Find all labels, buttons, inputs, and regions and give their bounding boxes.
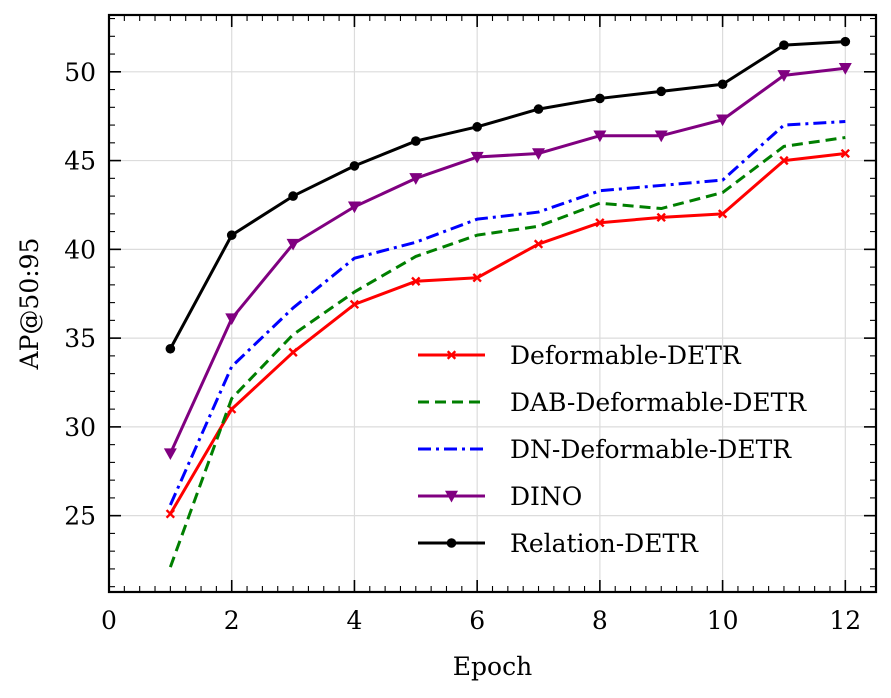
data-point-x-stroke (717, 209, 728, 219)
series-lines (163, 36, 852, 568)
data-point-triangle (445, 490, 458, 503)
data-point-x-stroke (472, 273, 482, 283)
data-point-x-stroke (533, 239, 544, 249)
data-point-x (349, 299, 360, 310)
data-point-circle (165, 343, 176, 354)
data-point-x (472, 273, 482, 283)
data-point-x-stroke (349, 299, 360, 310)
data-point-circle (779, 40, 789, 50)
axis-ticks: 0 2 4 6 8 10 12 25 30 35 40 45 50 (64, 15, 877, 635)
data-point-x-stroke (779, 155, 789, 166)
legend-item: Relation-DETR (418, 529, 699, 558)
data-point-x (656, 212, 666, 223)
data-point-x (288, 347, 298, 357)
data-point-triangle (347, 201, 361, 214)
data-point-circle (840, 36, 851, 47)
data-point-x-stroke (595, 218, 605, 228)
data-point-triangle (716, 114, 730, 127)
data-point-circle (226, 230, 237, 240)
x-tick-label: 12 (829, 606, 861, 635)
x-tick-label: 0 (101, 606, 117, 635)
data-point-circle (472, 122, 482, 132)
data-point-x-stroke (227, 404, 237, 414)
y-tick-label: 40 (64, 235, 96, 264)
data-point-triangle (777, 70, 791, 82)
data-point-triangle (470, 151, 484, 164)
x-tick-label: 2 (224, 606, 240, 635)
series-dab-deformable-detr (168, 136, 846, 568)
data-point-circle (656, 86, 667, 97)
y-tick-label: 25 (64, 502, 96, 531)
data-point-circle (411, 136, 421, 146)
series-dino (163, 63, 852, 461)
legend-item: DAB-Deformable-DETR (418, 388, 807, 417)
x-tick-label: 10 (707, 606, 739, 635)
data-point-x (840, 148, 850, 159)
data-point-x-stroke (165, 509, 176, 519)
y-tick-label: 30 (64, 413, 96, 442)
x-tick-label: 4 (346, 606, 362, 635)
series-line (169, 40, 846, 350)
grid-lines (108, 15, 876, 592)
data-point-triangle (838, 63, 852, 75)
data-point-x-stroke (656, 212, 666, 223)
data-point-triangle (225, 313, 239, 326)
x-axis-label: Epoch (453, 652, 532, 681)
data-point-x (595, 218, 605, 228)
series-line (168, 120, 846, 506)
data-point-circle (349, 161, 360, 171)
legend-label: Relation-DETR (510, 529, 699, 558)
data-point-circle (595, 93, 605, 104)
data-point-circle (288, 191, 298, 201)
y-tick-label: 50 (64, 58, 96, 87)
data-point-x (165, 509, 176, 519)
data-point-circle (446, 538, 457, 548)
data-point-x-stroke (411, 276, 421, 286)
data-point-x (533, 239, 544, 249)
y-tick-label: 35 (64, 324, 96, 353)
legend: Deformable-DETR DAB-Deformable-DETR DN-Def… (418, 341, 807, 558)
series-line (168, 66, 846, 455)
y-tick-label: 45 (64, 147, 96, 176)
y-axis-label: AP@50:95 (15, 238, 44, 371)
legend-label: DN-Deformable-DETR (510, 435, 792, 464)
legend-label: DAB-Deformable-DETR (510, 388, 807, 417)
data-point-x (779, 155, 789, 166)
data-point-x-stroke (446, 350, 457, 360)
data-point-x-stroke (288, 347, 298, 357)
series-line (169, 151, 846, 515)
plot-frame (107, 13, 878, 594)
x-tick-label: 8 (592, 606, 608, 635)
series-line (168, 136, 846, 568)
data-point-x (446, 350, 457, 360)
data-point-x-stroke (840, 148, 850, 159)
data-point-triangle (286, 238, 300, 251)
data-point-x (717, 209, 728, 219)
data-point-triangle (654, 130, 668, 143)
legend-label: Deformable-DETR (510, 341, 742, 370)
x-tick-label: 6 (469, 606, 485, 635)
legend-item: DINO (418, 482, 582, 511)
series-dn-deformable-detr (168, 120, 846, 506)
data-point-triangle (409, 173, 423, 185)
series-relation-detr (165, 36, 851, 354)
data-point-triangle (532, 148, 546, 160)
legend-item: DN-Deformable-DETR (418, 435, 792, 464)
data-point-triangle (163, 448, 177, 461)
legend-label: DINO (510, 482, 582, 511)
data-point-triangle (593, 130, 607, 143)
data-point-circle (533, 104, 544, 114)
series-deformable-detr (165, 148, 850, 519)
data-point-circle (717, 79, 728, 90)
data-point-x (411, 276, 421, 286)
legend-item: Deformable-DETR (418, 341, 742, 370)
